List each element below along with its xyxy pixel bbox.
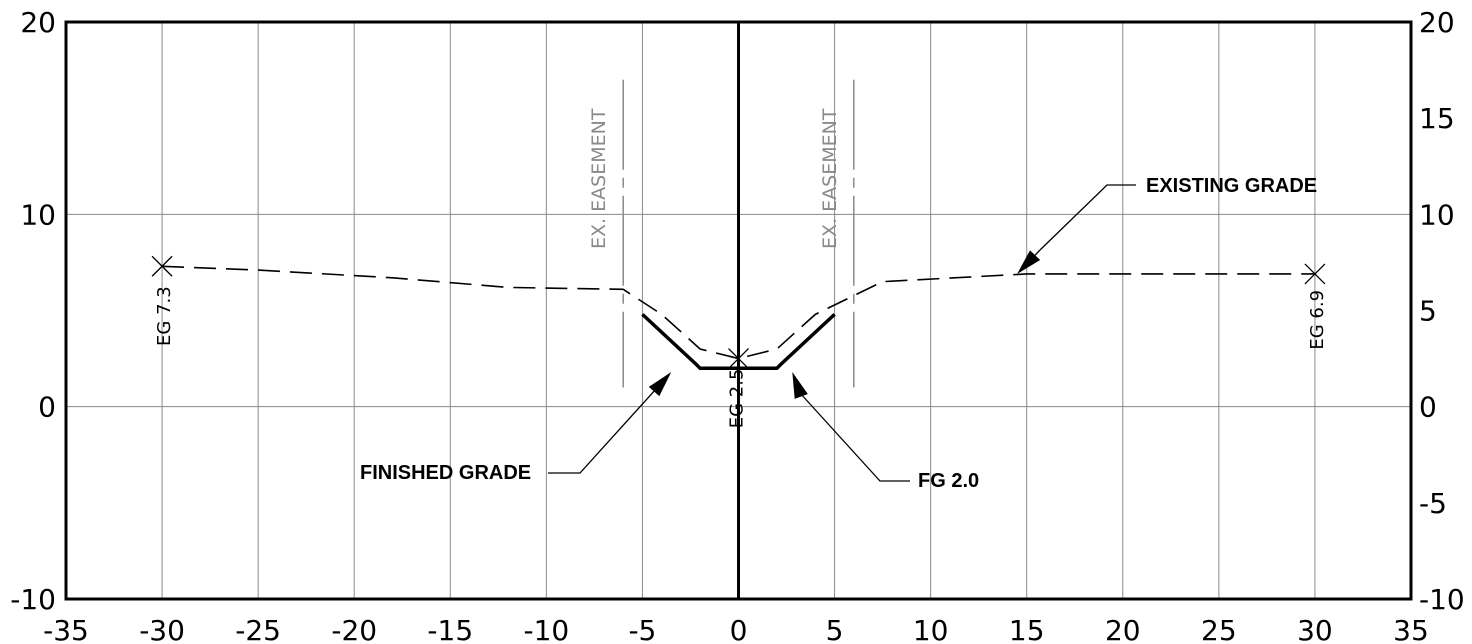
x-tick-label: 5 bbox=[826, 614, 844, 644]
point-label: EG 7.3 bbox=[154, 286, 175, 346]
x-tick-label: 10 bbox=[913, 614, 949, 644]
annotation-leader-tip bbox=[1034, 249, 1041, 256]
y-tick-label-left: 20 bbox=[20, 6, 56, 39]
annotation-label: EXISTING GRADE bbox=[1146, 175, 1317, 197]
easement-label: EX. EASEMENT bbox=[819, 108, 841, 249]
annotation-arrowhead bbox=[648, 372, 672, 397]
existing-grade-line bbox=[162, 265, 1315, 360]
finished-grade-line bbox=[641, 313, 836, 370]
x-tick-label: 30 bbox=[1297, 614, 1333, 644]
point-marker bbox=[728, 348, 749, 370]
y-tick-label-left: 10 bbox=[20, 198, 56, 231]
point-label: EG 2.5 bbox=[727, 369, 748, 429]
easement-label: EX. EASEMENT bbox=[588, 108, 610, 249]
y-tick-label-left: 0 bbox=[38, 391, 56, 424]
x-tick-label: -35 bbox=[43, 614, 89, 644]
x-tick-label: 35 bbox=[1393, 614, 1429, 644]
x-tick-label: 20 bbox=[1105, 614, 1141, 644]
annotation-label: FG 2.0 bbox=[918, 470, 979, 492]
y-tick-label-right: 15 bbox=[1419, 102, 1455, 135]
x-tick-label: -10 bbox=[523, 614, 569, 644]
point-marker bbox=[1304, 263, 1326, 285]
y-tick-label-right: 0 bbox=[1419, 391, 1437, 424]
y-tick-label-right: 5 bbox=[1419, 295, 1437, 328]
annotation-arrowhead bbox=[792, 372, 808, 399]
y-tick-label-right: 20 bbox=[1419, 6, 1455, 39]
point-marker bbox=[151, 255, 173, 277]
x-tick-label: -25 bbox=[235, 614, 281, 644]
annotation-leader bbox=[1039, 184, 1136, 251]
x-tick-label: -30 bbox=[139, 614, 185, 644]
x-tick-label: -15 bbox=[427, 614, 473, 644]
x-tick-label: -5 bbox=[628, 614, 656, 644]
plot-frame bbox=[64, 20, 1413, 601]
y-tick-label-right: -5 bbox=[1419, 487, 1447, 520]
annotation-leader bbox=[799, 392, 910, 482]
annotation-arrowhead bbox=[1017, 250, 1041, 274]
x-tick-label: 15 bbox=[1009, 614, 1045, 644]
annotation-label: FINISHED GRADE bbox=[360, 462, 531, 484]
annotation-leader bbox=[548, 377, 667, 474]
x-tick-label: -20 bbox=[331, 614, 377, 644]
x-tick-label: 25 bbox=[1201, 614, 1237, 644]
y-tick-label-left: -10 bbox=[10, 583, 56, 616]
point-label: EG 6.9 bbox=[1307, 290, 1328, 350]
y-tick-label-right: -10 bbox=[1419, 583, 1465, 616]
x-tick-label: 0 bbox=[730, 614, 748, 644]
y-tick-label-right: 10 bbox=[1419, 198, 1455, 231]
